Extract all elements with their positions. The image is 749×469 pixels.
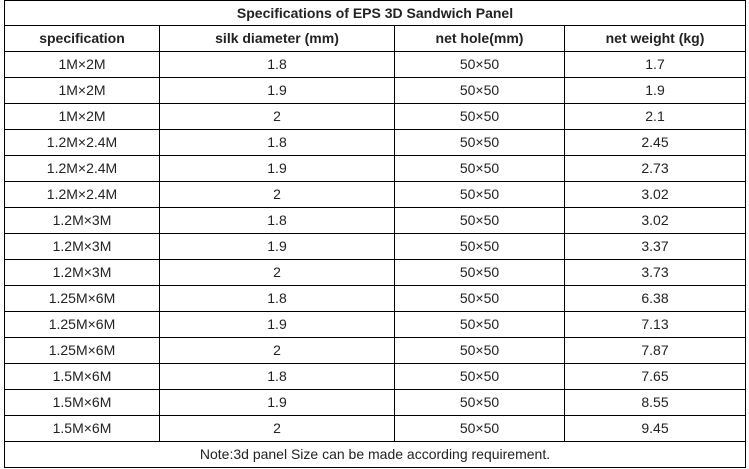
cell-specification: 1.25M×6M [4, 311, 160, 338]
cell-specification: 1.25M×6M [4, 285, 160, 312]
cell-specification: 1M×2M [4, 103, 160, 130]
column-header-net-hole: net hole(mm) [394, 25, 565, 52]
cell-net-hole: 50×50 [394, 181, 565, 208]
cell-silk-diameter: 1.9 [159, 389, 395, 416]
cell-net-hole: 50×50 [394, 415, 565, 442]
cell-net-hole: 50×50 [394, 389, 565, 416]
cell-specification: 1.5M×6M [4, 389, 160, 416]
cell-specification: 1.2M×3M [4, 259, 160, 286]
cell-net-weight: 3.37 [564, 233, 746, 260]
cell-silk-diameter: 1.9 [159, 77, 395, 104]
cell-silk-diameter: 1.8 [159, 129, 395, 156]
cell-net-weight: 2.1 [564, 103, 746, 130]
table-row: 1.25M×6M 1.8 50×50 6.38 [4, 285, 746, 312]
cell-net-hole: 50×50 [394, 363, 565, 390]
table-row: 1.2M×2.4M 1.8 50×50 2.45 [4, 129, 746, 156]
cell-net-hole: 50×50 [394, 129, 565, 156]
cell-silk-diameter: 2 [159, 337, 395, 364]
table-row: 1.2M×3M 1.8 50×50 3.02 [4, 207, 746, 234]
cell-net-weight: 7.65 [564, 363, 746, 390]
cell-silk-diameter: 1.8 [159, 207, 395, 234]
cell-specification: 1.25M×6M [4, 337, 160, 364]
cell-silk-diameter: 1.8 [159, 51, 395, 78]
cell-silk-diameter: 2 [159, 415, 395, 442]
table-row: 1.2M×2.4M 1.9 50×50 2.73 [4, 155, 746, 182]
cell-silk-diameter: 1.9 [159, 155, 395, 182]
cell-net-weight: 2.45 [564, 129, 746, 156]
column-header-specification: specification [4, 25, 160, 52]
cell-silk-diameter: 2 [159, 259, 395, 286]
cell-net-hole: 50×50 [394, 233, 565, 260]
cell-silk-diameter: 1.9 [159, 233, 395, 260]
table-note-row: Note:3d panel Size can be made according… [4, 441, 746, 468]
cell-net-weight: 3.73 [564, 259, 746, 286]
cell-net-hole: 50×50 [394, 103, 565, 130]
table-row: 1.2M×2.4M 2 50×50 3.02 [4, 181, 746, 208]
table-row: 1.2M×3M 2 50×50 3.73 [4, 259, 746, 286]
cell-silk-diameter: 2 [159, 103, 395, 130]
cell-specification: 1.5M×6M [4, 415, 160, 442]
cell-net-weight: 7.13 [564, 311, 746, 338]
column-header-net-weight: net weight (kg) [564, 25, 746, 52]
cell-silk-diameter: 1.8 [159, 363, 395, 390]
cell-specification: 1.2M×2.4M [4, 181, 160, 208]
cell-net-weight: 9.45 [564, 415, 746, 442]
cell-specification: 1M×2M [4, 51, 160, 78]
cell-net-weight: 6.38 [564, 285, 746, 312]
table-title-row: Specifications of EPS 3D Sandwich Panel [4, 0, 746, 26]
cell-silk-diameter: 1.8 [159, 285, 395, 312]
cell-specification: 1.2M×2.4M [4, 155, 160, 182]
cell-net-hole: 50×50 [394, 155, 565, 182]
cell-net-hole: 50×50 [394, 207, 565, 234]
table-row: 1.5M×6M 1.9 50×50 8.55 [4, 389, 746, 416]
cell-specification: 1.2M×3M [4, 207, 160, 234]
cell-net-hole: 50×50 [394, 337, 565, 364]
cell-net-hole: 50×50 [394, 51, 565, 78]
table-note: Note:3d panel Size can be made according… [4, 441, 746, 468]
cell-net-weight: 1.9 [564, 77, 746, 104]
cell-silk-diameter: 2 [159, 181, 395, 208]
table-row: 1M×2M 2 50×50 2.1 [4, 103, 746, 130]
table-title: Specifications of EPS 3D Sandwich Panel [4, 0, 746, 26]
column-header-silk-diameter: silk diameter (mm) [159, 25, 395, 52]
cell-net-weight: 3.02 [564, 181, 746, 208]
cell-net-hole: 50×50 [394, 311, 565, 338]
cell-net-hole: 50×50 [394, 77, 565, 104]
cell-net-weight: 8.55 [564, 389, 746, 416]
table-body: 1M×2M 1.8 50×50 1.7 1M×2M 1.9 50×50 1.9 1M×2M 2 50… [4, 51, 746, 442]
cell-specification: 1.5M×6M [4, 363, 160, 390]
cell-specification: 1.2M×3M [4, 233, 160, 260]
cell-net-weight: 1.7 [564, 51, 746, 78]
cell-specification: 1.2M×2.4M [4, 129, 160, 156]
table-row: 1.5M×6M 2 50×50 9.45 [4, 415, 746, 442]
cell-net-hole: 50×50 [394, 259, 565, 286]
cell-net-weight: 3.02 [564, 207, 746, 234]
table-row: 1M×2M 1.8 50×50 1.7 [4, 51, 746, 78]
cell-net-weight: 7.87 [564, 337, 746, 364]
table-row: 1.25M×6M 2 50×50 7.87 [4, 337, 746, 364]
table-row: 1.5M×6M 1.8 50×50 7.65 [4, 363, 746, 390]
cell-specification: 1M×2M [4, 77, 160, 104]
table-row: 1M×2M 1.9 50×50 1.9 [4, 77, 746, 104]
specifications-table: Specifications of EPS 3D Sandwich Panel … [4, 0, 746, 468]
table-row: 1.2M×3M 1.9 50×50 3.37 [4, 233, 746, 260]
cell-silk-diameter: 1.9 [159, 311, 395, 338]
cell-net-hole: 50×50 [394, 285, 565, 312]
table-row: 1.25M×6M 1.9 50×50 7.13 [4, 311, 746, 338]
table-header-row: specification silk diameter (mm) net hol… [4, 25, 746, 52]
cell-net-weight: 2.73 [564, 155, 746, 182]
